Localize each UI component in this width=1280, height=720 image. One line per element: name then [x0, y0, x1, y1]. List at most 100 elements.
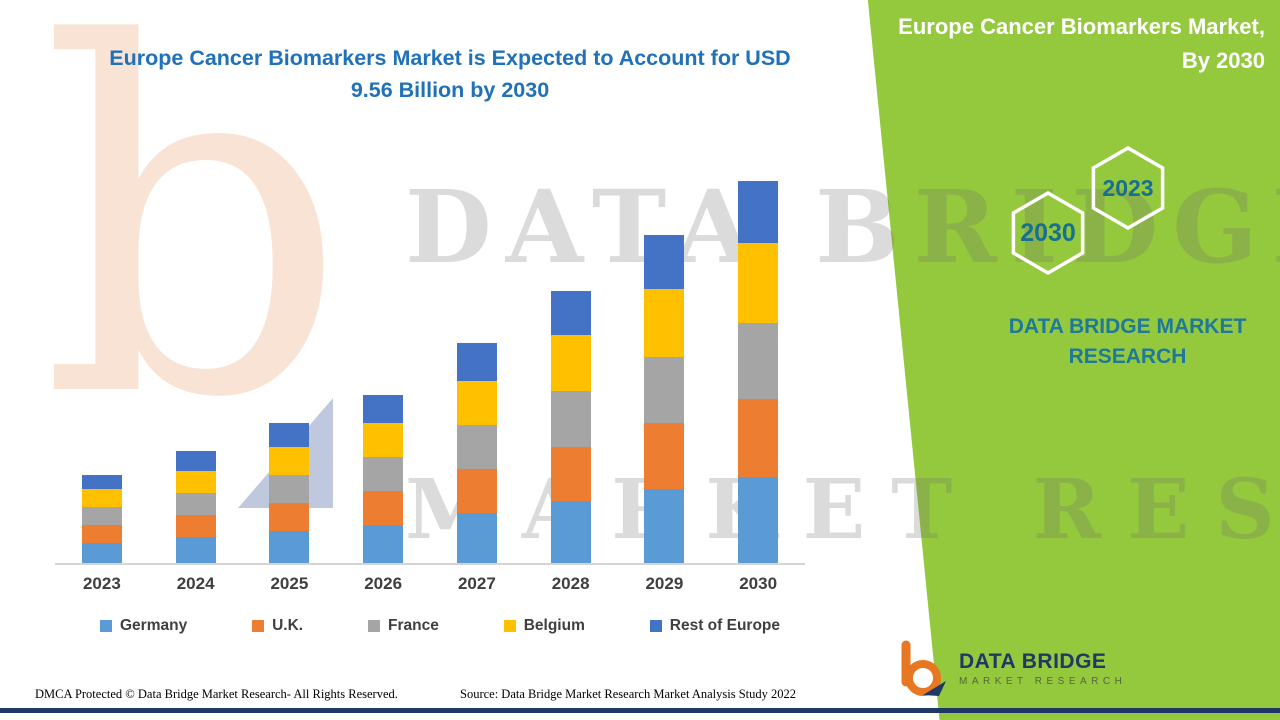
legend-item-u-k-: U.K.	[252, 617, 303, 635]
legend-swatch	[367, 620, 380, 632]
bar-segment-germany	[81, 543, 122, 563]
legend-label: France	[387, 617, 439, 634]
legend-item-france: France	[367, 617, 439, 635]
bar-segment-france	[175, 493, 216, 515]
bar-segment-u-k-	[269, 503, 310, 531]
bar-segment-u-k-	[81, 525, 122, 543]
bar-segment-germany	[644, 489, 685, 563]
bar-segment-belgium	[644, 289, 685, 357]
bar-segment-rest-of-europe	[550, 291, 591, 335]
bar-segment-germany	[738, 477, 779, 563]
bar-column-2029	[618, 235, 712, 563]
legend-swatch	[252, 620, 265, 632]
x-axis-label-2030: 2030	[739, 574, 778, 593]
x-axis-label-2025: 2025	[270, 574, 309, 593]
bar-segment-germany	[175, 537, 216, 563]
bar-column-2030	[711, 180, 805, 563]
x-axis-label-2027: 2027	[457, 574, 496, 593]
bar-segment-u-k-	[456, 469, 497, 513]
bar-segment-rest-of-europe	[456, 343, 497, 381]
bar-segment-belgium	[550, 335, 591, 391]
bottom-navy-rule	[0, 708, 1280, 713]
legend-label: Germany	[120, 617, 188, 634]
bar-segment-u-k-	[175, 515, 216, 537]
bars-row	[55, 160, 805, 565]
legend-item-belgium: Belgium	[503, 617, 585, 635]
x-axis-label-2028: 2028	[551, 574, 590, 593]
x-axis-label-2023: 2023	[82, 574, 121, 593]
bar-segment-belgium	[81, 489, 122, 507]
legend-label: Belgium	[523, 617, 585, 634]
x-axis-label-2029: 2029	[645, 574, 684, 593]
bar-segment-belgium	[175, 471, 216, 493]
bar-segment-u-k-	[550, 447, 591, 501]
bar-segment-germany	[456, 513, 497, 563]
bar-segment-rest-of-europe	[644, 235, 685, 289]
legend-item-germany: Germany	[100, 617, 187, 635]
bar-segment-belgium	[363, 423, 404, 457]
stacked-bar-2028	[550, 291, 591, 563]
bar-segment-belgium	[456, 381, 497, 425]
watermark-logo-b: b	[40, 0, 348, 503]
bar-segment-u-k-	[363, 491, 404, 525]
footer-source-text: Source: Data Bridge Market Research Mark…	[460, 687, 797, 701]
x-axis-label-2024: 2024	[176, 574, 215, 593]
bar-segment-rest-of-europe	[175, 451, 216, 471]
stacked-bar-2025	[269, 423, 310, 563]
stacked-bar-2027	[456, 343, 497, 563]
bar-segment-france	[456, 425, 497, 469]
x-axis-label-2026: 2026	[364, 574, 403, 593]
logo-text: DATA BRIDGE MARKET RESEARCH	[959, 650, 1126, 687]
bar-segment-belgium	[269, 447, 310, 475]
bar-segment-germany	[363, 525, 404, 563]
chart-title: Europe Cancer Biomarkers Market is Expec…	[109, 46, 791, 103]
year-hexagons: 2030 2023	[1011, 145, 1165, 276]
legend-swatch	[100, 620, 112, 632]
bar-column-2026	[336, 395, 430, 563]
panel-heading: Europe Cancer Biomarkers Market, By 2030	[898, 14, 1265, 74]
bar-segment-u-k-	[738, 399, 779, 477]
legend-swatch	[649, 620, 662, 632]
bar-segment-rest-of-europe	[363, 395, 404, 423]
bar-segment-u-k-	[644, 423, 685, 489]
bar-segment-rest-of-europe	[738, 180, 779, 243]
legend-swatch	[503, 620, 516, 632]
bar-segment-belgium	[738, 243, 779, 323]
bar-segment-rest-of-europe	[269, 423, 310, 447]
logo-subtitle: MARKET RESEARCH	[959, 675, 1127, 687]
bar-segment-france	[269, 475, 310, 503]
legend-item-rest-of-europe: Rest of Europe	[649, 617, 780, 635]
x-labels-row: 2023 2024 2025 2026 2027 2028 2029 2030	[55, 574, 805, 594]
hexagon-2030-outline	[1011, 190, 1085, 276]
hexagon-year-2030: 2030	[1020, 219, 1076, 247]
hexagon-year-2023: 2023	[1102, 175, 1153, 201]
panel-brand-text: DATA BRIDGE MARKET RESEARCH	[1008, 315, 1247, 369]
bar-segment-germany	[269, 531, 310, 563]
stacked-bar-2026	[363, 395, 404, 563]
legend-label: U.K.	[272, 617, 304, 634]
bar-segment-france	[363, 457, 404, 491]
stacked-bar-2030	[738, 180, 779, 563]
data-bridge-logo: DATA BRIDGE MARKET RESEARCH	[893, 638, 1126, 698]
bar-segment-rest-of-europe	[81, 475, 122, 489]
bar-column-2027	[430, 343, 524, 563]
bar-segment-france	[738, 323, 779, 399]
stacked-bar-2029	[644, 235, 685, 563]
legend-label: Rest of Europe	[669, 617, 780, 634]
logo-name: DATA BRIDGE	[959, 649, 1107, 673]
stacked-bar-2023	[81, 475, 122, 563]
data-bridge-logo-icon	[901, 640, 946, 696]
footer-dmca-text: DMCA Protected © Data Bridge Market Rese…	[35, 687, 398, 701]
stacked-bar-2024	[175, 451, 216, 563]
bar-segment-france	[644, 357, 685, 423]
bar-segment-france	[550, 391, 591, 447]
legend: Germany U.K. France Belgium Rest of Europe	[100, 617, 780, 635]
bar-column-2023	[55, 475, 149, 563]
bar-column-2025	[243, 423, 337, 563]
bar-column-2024	[149, 451, 243, 563]
hexagon-2023-outline	[1091, 145, 1165, 231]
bar-segment-germany	[550, 501, 591, 563]
bar-column-2028	[524, 291, 618, 563]
